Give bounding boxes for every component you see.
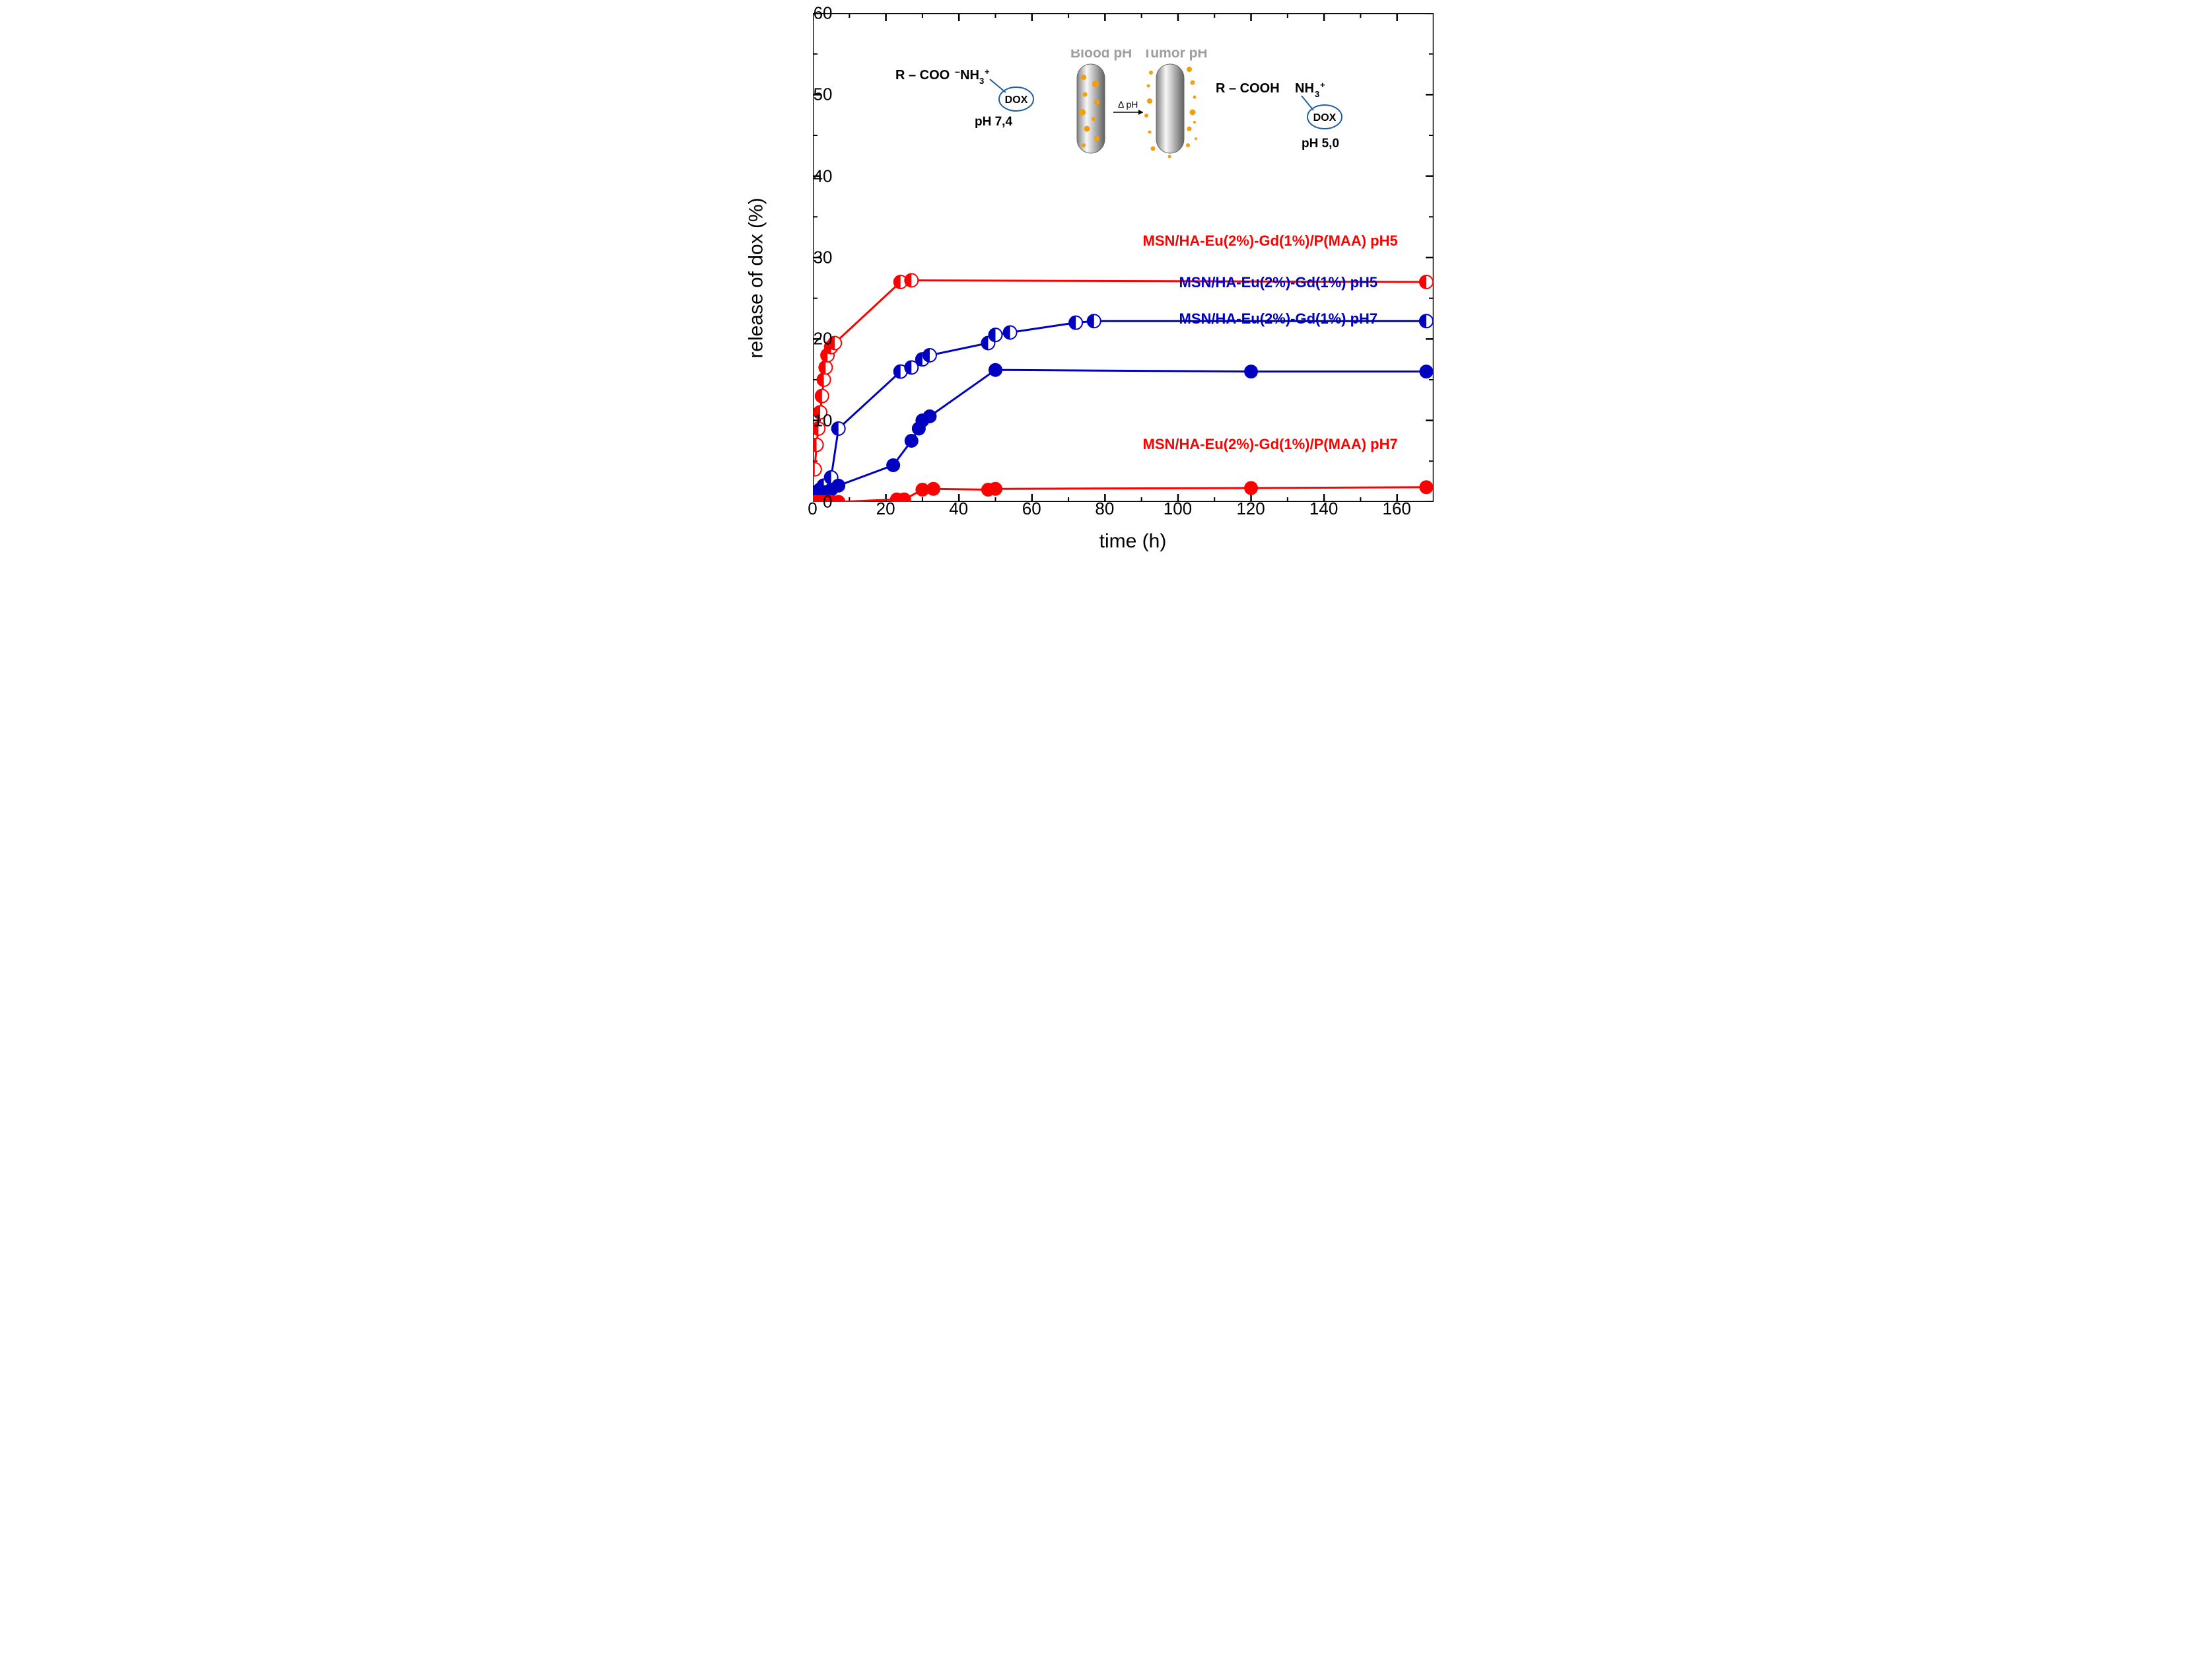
- y-tick-label: 10: [800, 410, 833, 431]
- x-tick-label: 0: [808, 499, 817, 519]
- x-tick-label: 60: [1022, 499, 1041, 519]
- svg-text:R – COO: R – COO: [895, 68, 950, 83]
- y-axis-label: release of dox (%): [745, 197, 767, 358]
- inset-diagram: R – COO – NH 3 + DOX pH 7,4 Blood pH Tum…: [872, 50, 1348, 165]
- x-tick-label: 100: [1164, 499, 1192, 519]
- series-label: MSN/HA-Eu(2%)-Gd(1%) pH5: [1179, 274, 1378, 291]
- plot-area: R – COO – NH 3 + DOX pH 7,4 Blood pH Tum…: [813, 13, 1434, 502]
- x-tick-label: 40: [949, 499, 968, 519]
- svg-text:Tumor pH: Tumor pH: [1143, 50, 1208, 61]
- series-label: MSN/HA-Eu(2%)-Gd(1%)/P(MAA) pH5: [1143, 232, 1398, 250]
- svg-text:Δ pH: Δ pH: [1118, 99, 1138, 110]
- svg-text:R – COOH: R – COOH: [1216, 81, 1280, 96]
- y-tick-label: 20: [800, 329, 833, 349]
- svg-text:NH: NH: [1295, 81, 1314, 96]
- svg-text:pH 7,4: pH 7,4: [975, 115, 1012, 129]
- svg-text:–: –: [955, 66, 960, 77]
- svg-text:+: +: [1320, 80, 1325, 90]
- x-tick-label: 160: [1383, 499, 1411, 519]
- svg-text:Blood pH: Blood pH: [1070, 50, 1132, 61]
- y-tick-label: 50: [800, 85, 833, 105]
- svg-text:NH: NH: [960, 68, 979, 83]
- x-tick-label: 120: [1236, 499, 1265, 519]
- svg-text:DOX: DOX: [1313, 112, 1336, 123]
- svg-text:3: 3: [979, 76, 984, 86]
- x-tick-label: 140: [1309, 499, 1338, 519]
- series-label: MSN/HA-Eu(2%)-Gd(1%) pH7: [1179, 310, 1378, 328]
- series-label: MSN/HA-Eu(2%)-Gd(1%)/P(MAA) pH7: [1143, 436, 1398, 453]
- svg-text:pH 5,0: pH 5,0: [1302, 137, 1339, 151]
- x-tick-label: 20: [876, 499, 895, 519]
- chart-container: release of dox (%) time (h) R – COO – NH…: [734, 0, 1460, 556]
- y-tick-label: 60: [800, 3, 833, 24]
- x-tick-label: 80: [1095, 499, 1114, 519]
- y-tick-label: 40: [800, 166, 833, 186]
- x-axis-label: time (h): [1099, 530, 1167, 553]
- svg-text:3: 3: [1315, 89, 1319, 99]
- svg-text:+: +: [985, 67, 990, 77]
- inset-svg: R – COO – NH 3 + DOX pH 7,4 Blood pH Tum…: [872, 50, 1348, 165]
- y-tick-label: 30: [800, 248, 833, 268]
- svg-text:DOX: DOX: [1004, 94, 1027, 106]
